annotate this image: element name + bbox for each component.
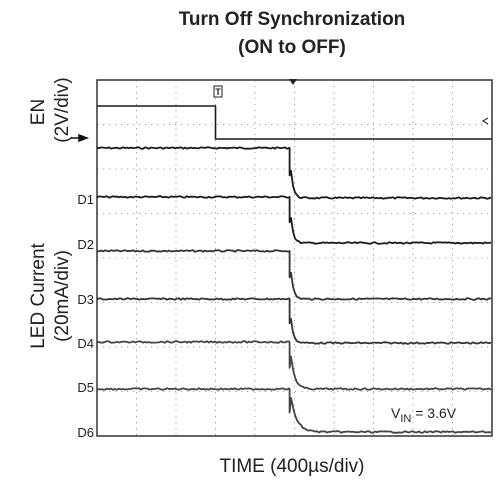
channel-labels-group: D1 D2 D3 D4 D5 D6: [77, 192, 94, 440]
y-label-led: LED Current: [28, 242, 49, 348]
channel-label-d6: D6: [77, 425, 94, 440]
y-label-led-scale-group: (20mA/div): [52, 250, 73, 342]
trace-en: [97, 105, 492, 140]
y-label-en: EN: [28, 99, 49, 125]
channel-label-d4: D4: [77, 336, 94, 351]
y-label-led-scale: (20mA/div): [52, 250, 73, 342]
vin-annotation: VIN = 3.6V: [391, 405, 457, 425]
trace-d6: [96, 387, 492, 434]
trigger-marker: T: [213, 85, 223, 98]
chart-title-line1: Turn Off Synchronization: [179, 9, 406, 30]
channel-label-d5: D5: [77, 380, 94, 395]
channel-label-d1: D1: [77, 192, 94, 207]
trace-d1: [96, 146, 492, 200]
channel-label-d3: D3: [77, 292, 94, 307]
trace-d4: [96, 297, 492, 345]
plot-grid: [97, 80, 492, 436]
vin-annotation-sub: IN: [400, 413, 411, 425]
y-label-en-scale: (2V/div): [52, 77, 73, 142]
x-axis-label: TIME (400µs/div): [219, 456, 364, 477]
left-ground-arrow-icon: [71, 133, 90, 143]
trigger-marker-text: T: [215, 87, 221, 97]
plot-frame: [96, 79, 493, 437]
y-label-led-group: LED Current: [28, 242, 49, 348]
channel-label-d2: D2: [77, 237, 94, 252]
vin-annotation-v: V: [391, 405, 401, 421]
trace-d2: [96, 195, 492, 245]
y-label-en-group: EN: [28, 99, 49, 125]
right-edge-marker-icon: [481, 117, 489, 125]
y-label-en-scale-group: (2V/div): [52, 77, 73, 142]
traces-group: [96, 105, 492, 434]
trace-d5: [96, 340, 492, 391]
chart-title-line2: (ON to OFF): [238, 37, 346, 58]
vin-annotation-value: = 3.6V: [411, 405, 456, 421]
trace-d3: [96, 249, 492, 301]
top-center-marker-icon: [289, 79, 297, 85]
